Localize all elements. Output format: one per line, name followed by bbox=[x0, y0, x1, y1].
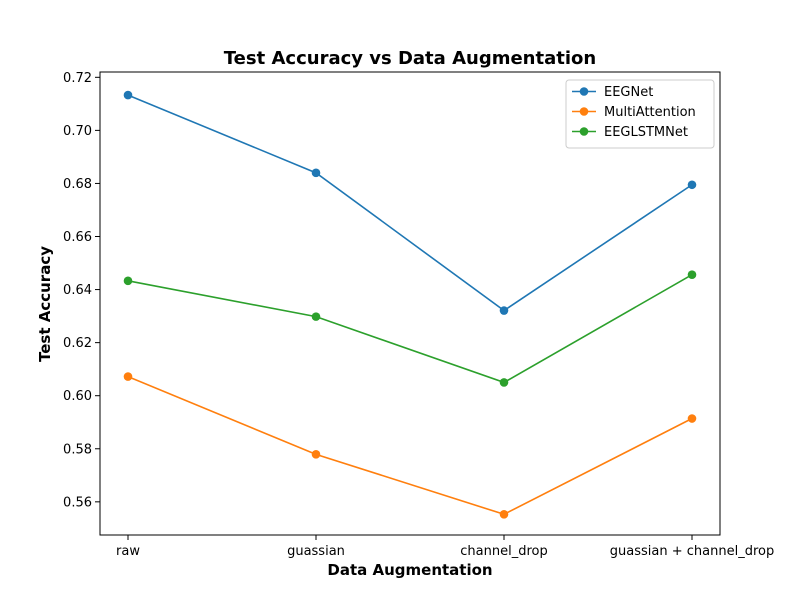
series-line bbox=[127, 274, 693, 384]
y-tick-label: 0.68 bbox=[63, 177, 92, 192]
x-tick-label: raw bbox=[116, 544, 140, 559]
x-axis: raw guassian channel_drop guassian + channe… bbox=[116, 535, 774, 559]
y-tick-label: 0.64 bbox=[63, 283, 92, 298]
legend-label: MultiAttention bbox=[604, 105, 696, 120]
data-point bbox=[499, 378, 509, 387]
data-point bbox=[687, 414, 697, 423]
y-axis-title: Test Accuracy bbox=[36, 246, 54, 362]
data-point bbox=[123, 90, 133, 100]
y-tick-label: 0.66 bbox=[63, 230, 92, 245]
series-eegnet bbox=[123, 90, 697, 315]
series-line bbox=[127, 375, 693, 516]
data-point bbox=[499, 510, 509, 519]
legend-box bbox=[565, 79, 715, 149]
data-point bbox=[499, 306, 509, 315]
plot-area bbox=[123, 90, 697, 519]
y-tick-label: 0.70 bbox=[63, 124, 92, 139]
legend-item: MultiAttention bbox=[572, 105, 696, 120]
legend-label: EEGLSTMNet bbox=[604, 125, 688, 140]
y-axis: 0.56 0.58 0.60 0.62 0.64 0.66 0.68 0.70 0.72 bbox=[63, 71, 100, 510]
data-point bbox=[311, 450, 321, 459]
y-tick-label: 0.60 bbox=[63, 389, 92, 404]
legend-item: EEGLSTMNet bbox=[572, 125, 688, 140]
x-tick-label: guassian bbox=[287, 544, 345, 559]
legend-marker bbox=[579, 87, 589, 96]
data-point bbox=[687, 180, 697, 190]
legend-marker bbox=[579, 107, 589, 116]
data-point bbox=[123, 276, 133, 286]
y-tick-label: 0.72 bbox=[63, 71, 92, 86]
series-eeglstmnet bbox=[123, 270, 697, 387]
legend-item: EEGNet bbox=[572, 85, 653, 100]
x-tick-label: guassian + channel_drop bbox=[610, 544, 774, 559]
series-multiattention bbox=[123, 372, 697, 519]
data-point bbox=[311, 312, 321, 321]
legend-marker bbox=[579, 127, 589, 136]
data-point bbox=[311, 168, 321, 178]
x-axis-title: Data Augmentation bbox=[327, 561, 492, 579]
legend-label: EEGNet bbox=[604, 85, 653, 100]
y-tick-label: 0.62 bbox=[63, 336, 92, 351]
data-point bbox=[123, 372, 133, 381]
chart-title: Test Accuracy vs Data Augmentation bbox=[224, 48, 596, 69]
data-point bbox=[687, 270, 697, 280]
legend: EEGNet MultiAttention EEGLSTMNet bbox=[565, 79, 715, 149]
axes-frame bbox=[99, 71, 721, 536]
y-tick-label: 0.58 bbox=[63, 442, 92, 457]
x-tick-label: channel_drop bbox=[460, 544, 547, 559]
y-tick-label: 0.56 bbox=[63, 495, 92, 510]
series-line bbox=[127, 94, 693, 312]
